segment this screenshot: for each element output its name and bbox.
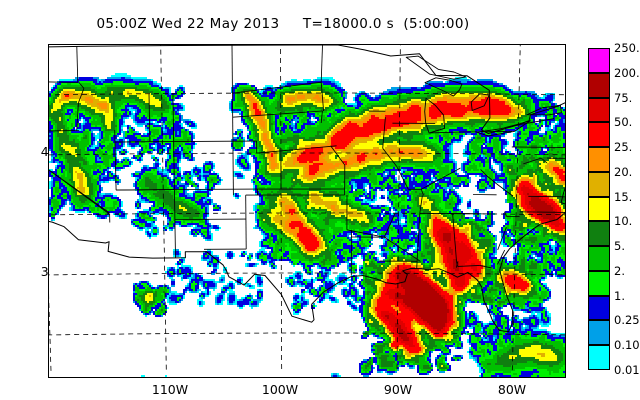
- colorbar-swatch-green: [588, 246, 610, 271]
- colorbar-swatch-cyan: [588, 345, 610, 370]
- colorbar-tick-20: 20.: [614, 164, 633, 179]
- colorbar-tick-250: 250.: [614, 41, 640, 55]
- colorbar-swatch-gold: [588, 171, 610, 197]
- figure-title: 05:00Z Wed 22 May 2013 T=18000.0 s (5:00…: [96, 16, 470, 32]
- colorbar-swatch-orange: [588, 147, 610, 172]
- x-tick-label-80w: 80W: [497, 382, 527, 397]
- colorbar: 0.01 0.10 0.25 1. 2. 5. 10. 15. 20. 25. 50. 75. 200.…: [588, 41, 640, 377]
- colorbar-swatch-bright-green: [588, 270, 610, 296]
- x-tick-label-110w: 110W: [151, 382, 189, 397]
- colorbar-swatch-red: [588, 122, 610, 148]
- precipitation-field: [49, 45, 565, 377]
- map-geography-overlay: [49, 45, 565, 371]
- colorbar-tick-200: 200.: [614, 65, 640, 80]
- x-tick-label-100w: 100W: [261, 382, 299, 397]
- colorbar-tick-025: 0.25: [614, 313, 640, 328]
- x-tick-label-90w: 90W: [383, 382, 413, 397]
- colorbar-swatch-dark-green: [588, 221, 610, 247]
- colorbar-swatch-blue: [588, 295, 610, 321]
- map-plot-area: [48, 44, 566, 378]
- colorbar-tick-15: 15.: [614, 189, 633, 204]
- colorbar-tick-1: 1.: [614, 288, 625, 303]
- colorbar-tick-2: 2.: [614, 263, 625, 278]
- colorbar-tick-25: 25.: [614, 140, 633, 155]
- colorbar-swatch-dark-red: [588, 72, 610, 98]
- colorbar-swatch-magenta: [588, 48, 610, 73]
- colorbar-tick-50: 50.: [614, 115, 633, 130]
- colorbar-swatch-crimson: [588, 97, 610, 123]
- colorbar-tick-010: 0.10: [614, 338, 640, 353]
- colorbar-tick-75: 75.: [614, 90, 633, 105]
- colorbar-tick-5: 5.: [614, 239, 625, 254]
- colorbar-tick-10: 10.: [614, 214, 633, 229]
- colorbar-swatch-light-blue: [588, 320, 610, 346]
- colorbar-swatch-yellow: [588, 196, 610, 222]
- colorbar-tick-001: 0.01: [614, 363, 640, 377]
